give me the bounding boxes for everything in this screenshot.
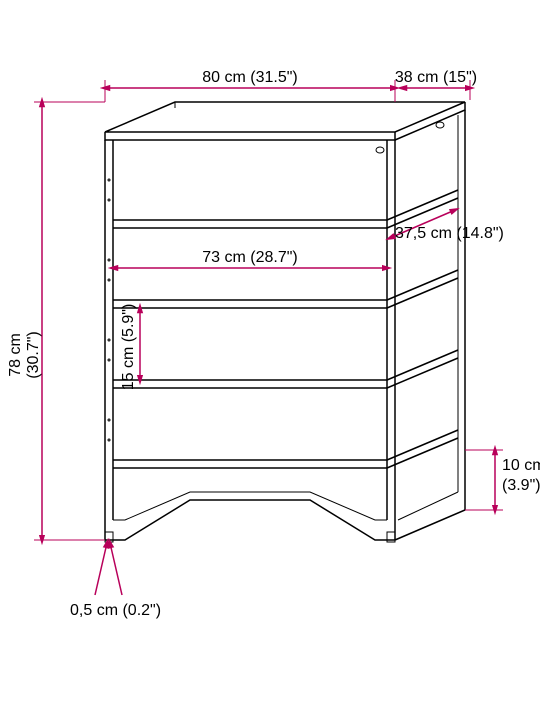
dimension-labels: 80 cm (31.5") 38 cm (15") 73 cm (28.7") …: [7, 69, 540, 619]
width-top-in: (31.5"): [250, 69, 297, 86]
svg-text:(3.9"): (3.9"): [502, 477, 540, 494]
foot-in: (3.9"): [502, 477, 540, 494]
shelf-w-cm: 73 cm: [202, 249, 246, 266]
height-cm: 78 cm: [7, 333, 24, 377]
svg-text:0,5 cm (0.2"): 0,5 cm (0.2"): [70, 602, 161, 619]
shelf-d-cm: 37,5 cm: [395, 225, 452, 242]
foot-cm: 10 cm: [502, 457, 540, 474]
dim-foot-height: [465, 450, 503, 510]
height-in: (30.7"): [25, 331, 42, 378]
gap-in: (5.9"): [120, 304, 137, 343]
gap-cm: 15 cm: [120, 347, 137, 391]
svg-text:37,5 cm (14.8"): 37,5 cm (14.8"): [395, 225, 504, 242]
width-top-cm: 80 cm: [202, 69, 246, 86]
svg-text:15 cm (5.9"): 15 cm (5.9"): [120, 304, 137, 391]
shelf-drawing: [105, 102, 465, 542]
thk-in: (0.2"): [122, 602, 161, 619]
svg-text:10 cm: 10 cm: [502, 457, 540, 474]
thk-cm: 0,5 cm: [70, 602, 118, 619]
shelf-d-in: (14.8"): [456, 225, 503, 242]
shelf-w-in: (28.7"): [250, 249, 297, 266]
svg-text:80 cm (31.5"): 80 cm (31.5"): [202, 69, 298, 86]
svg-text:73 cm (28.7"): 73 cm (28.7"): [202, 249, 298, 266]
dim-height: [34, 102, 105, 540]
dim-thickness: [95, 543, 122, 595]
depth-top-in: (15"): [443, 69, 477, 86]
depth-top-cm: 38 cm: [395, 69, 439, 86]
svg-text:38 cm (15"): 38 cm (15"): [395, 69, 477, 86]
